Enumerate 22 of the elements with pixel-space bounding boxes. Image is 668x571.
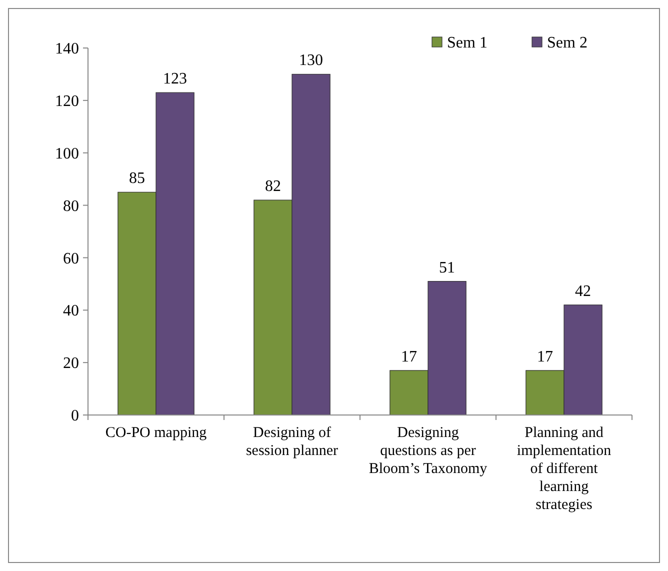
data-label: 130: [299, 52, 324, 70]
legend-label: Sem 2: [547, 34, 588, 52]
y-tick-label: 120: [55, 93, 79, 110]
data-label: 51: [439, 259, 456, 276]
y-tick-label: 100: [55, 145, 79, 162]
data-label: 123: [163, 70, 188, 88]
data-label: 42: [575, 282, 592, 300]
data-label: 85: [128, 170, 145, 188]
y-tick-label: 40: [63, 302, 79, 320]
data-label: 17: [536, 348, 553, 366]
x-tick-label: CO-PO mapping: [105, 425, 208, 441]
legend-label: Sem 1: [447, 34, 488, 52]
data-label: 17: [400, 348, 417, 366]
y-tick-label: 60: [63, 250, 79, 268]
y-tick-label: 80: [63, 198, 79, 215]
x-tick-label: Designing questions as per Bloom’s Taxonomy: [368, 425, 488, 477]
y-tick-label: 20: [63, 355, 79, 372]
y-tick-label: 140: [55, 40, 79, 58]
data-label: 82: [264, 178, 281, 196]
x-tick-label: Planning and implementation of different learning strategies: [516, 425, 612, 513]
y-tick-label: 0: [71, 408, 79, 425]
x-tick-label: Designing of session planner: [246, 425, 338, 459]
